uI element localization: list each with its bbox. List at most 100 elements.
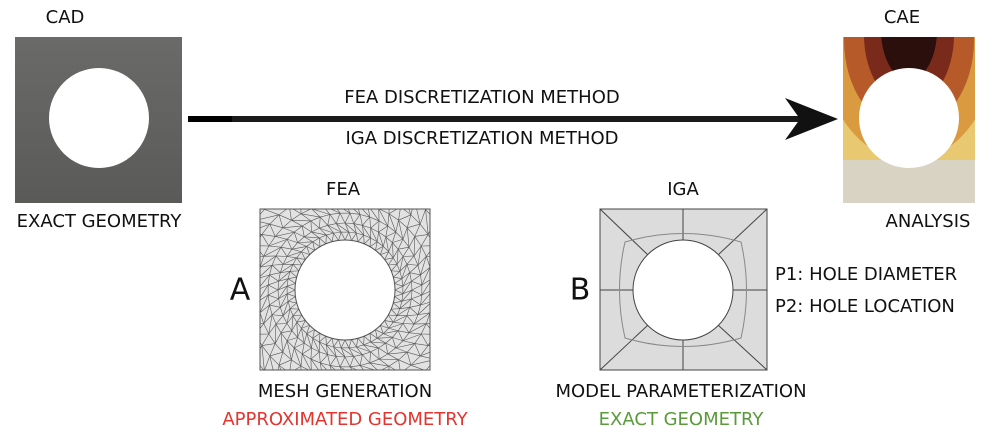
mesh-edge	[420, 274, 423, 286]
mesh-edge	[349, 366, 358, 370]
mesh-edge	[291, 248, 302, 253]
mesh-edge	[378, 347, 388, 355]
mesh-edge	[356, 344, 364, 348]
mesh-edge	[339, 213, 346, 224]
mesh-edge	[440, 320, 455, 323]
mesh-edge	[329, 365, 341, 368]
mesh-edge	[341, 347, 354, 357]
mesh-edge	[310, 358, 321, 364]
mesh-edge	[278, 365, 282, 370]
mesh-edge	[269, 304, 273, 315]
mesh-edge	[310, 220, 320, 229]
mesh-edge	[429, 267, 430, 268]
mesh-edge	[311, 209, 331, 215]
mesh-edge	[370, 209, 380, 222]
mesh-edge	[300, 365, 310, 370]
mesh-edge	[286, 293, 289, 302]
mesh-edge	[240, 334, 247, 347]
mesh-edge	[360, 177, 375, 180]
mesh-edge	[301, 195, 313, 200]
mesh-edge	[286, 256, 297, 259]
mesh-edge	[369, 351, 371, 363]
mesh-edge	[348, 339, 352, 348]
mesh-edge	[369, 362, 378, 370]
mesh-edge	[300, 209, 312, 215]
mesh-edge	[261, 345, 265, 370]
mesh-edge	[349, 356, 355, 367]
mesh-edge	[425, 209, 429, 235]
mesh-edge	[268, 289, 279, 296]
mesh-edge	[301, 185, 312, 196]
mesh-edge	[388, 314, 398, 316]
cae-hole	[859, 68, 959, 168]
mesh-edge	[394, 285, 404, 291]
mesh-edge	[326, 344, 334, 348]
mesh-edge	[402, 272, 410, 287]
mesh-edge	[261, 333, 270, 346]
mesh-edge	[399, 256, 404, 272]
mesh-edge	[301, 246, 307, 252]
mesh-edge	[388, 257, 394, 266]
mesh-edge	[387, 351, 408, 355]
mesh-edge	[312, 338, 320, 353]
mesh-edge	[361, 209, 370, 218]
mesh-edge	[280, 239, 288, 248]
mesh-edge	[393, 276, 402, 279]
mesh-edge	[378, 348, 380, 360]
mesh-edge	[260, 266, 261, 268]
mesh-edge	[399, 301, 403, 309]
mesh-edge	[330, 403, 345, 404]
mesh-edge	[282, 315, 288, 324]
mesh-edge	[319, 234, 327, 239]
mesh-edge	[329, 212, 341, 215]
mesh-edge	[333, 346, 337, 357]
mesh-edge	[333, 231, 342, 234]
mesh-edge	[304, 342, 312, 349]
mesh-edge	[392, 232, 397, 243]
mesh-edge	[301, 371, 312, 379]
mesh-edge	[348, 347, 363, 355]
mesh-edge	[296, 257, 306, 260]
mesh-edge	[260, 234, 263, 239]
mesh-edge	[359, 362, 370, 366]
mesh-edge	[396, 308, 401, 316]
mesh-edge	[235, 246, 255, 261]
mesh-edge	[368, 209, 371, 218]
mesh-edge	[385, 225, 389, 237]
mesh-edge	[392, 257, 398, 265]
mesh-edge	[399, 264, 408, 272]
mesh-edge	[390, 264, 398, 272]
mesh-edge	[291, 242, 298, 250]
mesh-edge	[280, 246, 292, 250]
mesh-edge	[310, 216, 321, 222]
mesh-edge	[385, 231, 396, 238]
mesh-edge	[402, 209, 412, 216]
mesh-edge	[286, 330, 293, 341]
mesh-edge	[319, 341, 328, 355]
mesh-edge	[276, 191, 288, 199]
mesh-edge	[378, 220, 388, 227]
mesh-edge	[426, 256, 430, 268]
mesh-edge	[402, 323, 410, 333]
mesh-edge	[331, 233, 334, 242]
mesh-edge	[387, 213, 390, 227]
mesh-edge	[304, 231, 312, 238]
mesh-edge	[370, 227, 379, 233]
mesh-edge	[445, 260, 455, 283]
mesh-edge	[359, 365, 376, 370]
mesh-edge	[458, 275, 459, 290]
mesh-edge	[286, 315, 294, 324]
mesh-edge	[389, 185, 402, 192]
mesh-edge	[403, 323, 415, 325]
mesh-edge	[269, 304, 281, 308]
mesh-edge	[406, 227, 410, 248]
mesh-edge	[282, 225, 303, 229]
mesh-edge	[263, 304, 270, 324]
mesh-edge	[329, 365, 332, 370]
mesh-edge	[275, 323, 287, 325]
mesh-edge	[289, 302, 297, 309]
mesh-edge	[246, 347, 254, 359]
mesh-edge	[402, 247, 410, 257]
mesh-edge	[311, 338, 314, 349]
mesh-edge	[302, 347, 312, 355]
